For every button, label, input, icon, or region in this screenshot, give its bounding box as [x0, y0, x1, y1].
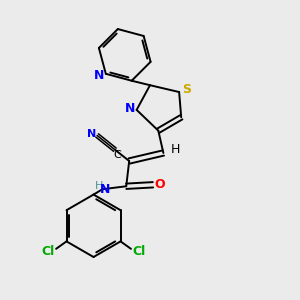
Text: N: N	[125, 103, 135, 116]
Text: S: S	[182, 83, 191, 96]
Text: N: N	[100, 183, 111, 196]
Text: N: N	[94, 69, 104, 82]
Text: Cl: Cl	[133, 245, 146, 258]
Text: N: N	[87, 129, 96, 139]
Text: Cl: Cl	[41, 245, 54, 258]
Text: C: C	[113, 150, 121, 160]
Text: O: O	[154, 178, 165, 191]
Text: H: H	[95, 181, 103, 191]
Text: H: H	[171, 143, 181, 156]
